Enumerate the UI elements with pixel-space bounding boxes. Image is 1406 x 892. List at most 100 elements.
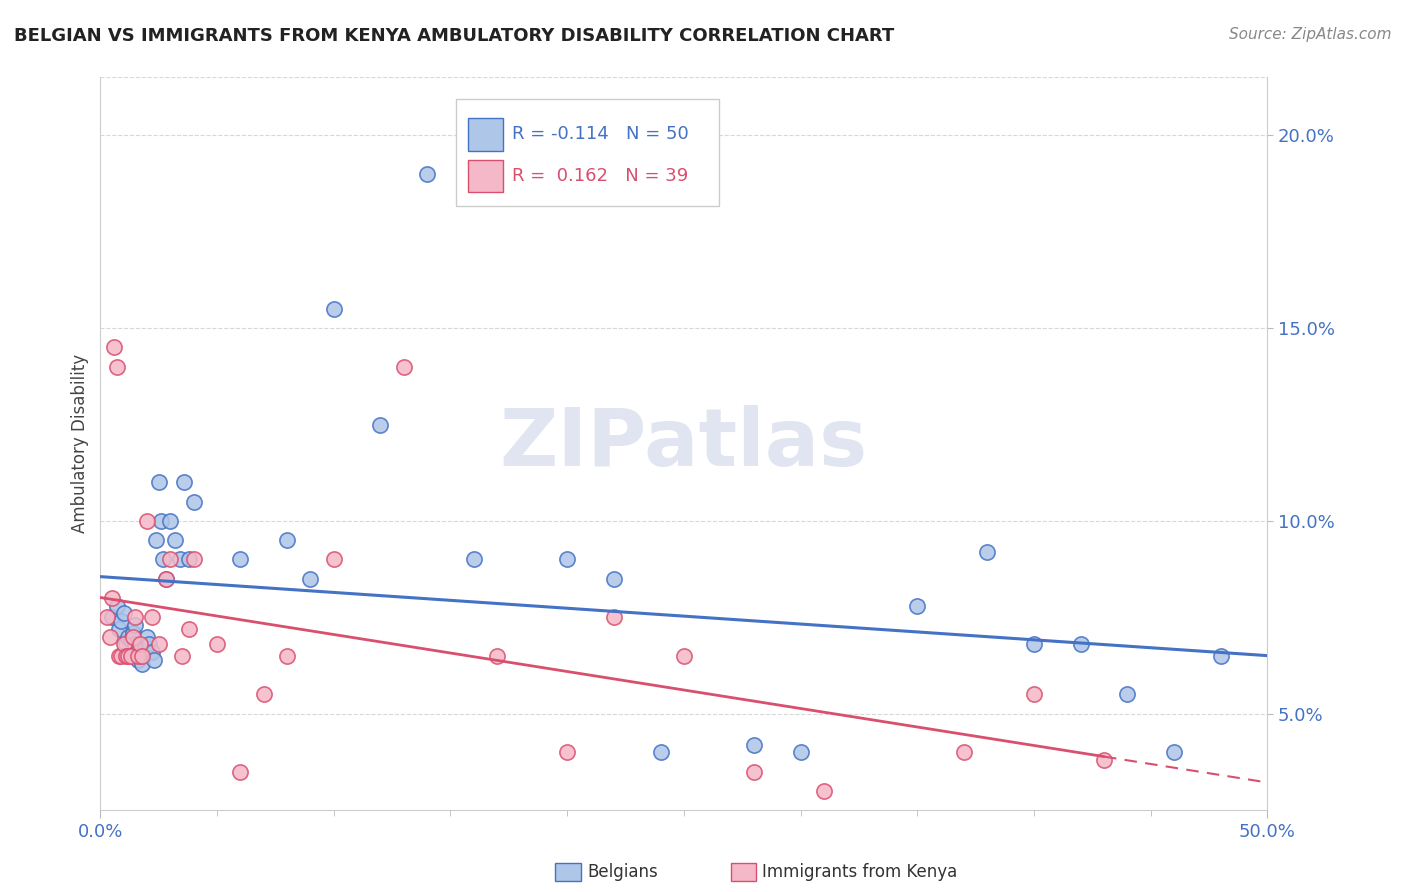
Point (159, 552, 181, 566)
Point (742, 738, 765, 752)
Point (101, 591, 124, 605)
Point (112, 607, 135, 621)
Point (1070, 637, 1092, 651)
Point (136, 630, 159, 644)
Point (183, 494, 205, 508)
Text: ZIPatlas: ZIPatlas (499, 405, 868, 483)
Point (115, 648, 138, 663)
Text: R = -0.114   N = 50: R = -0.114 N = 50 (512, 125, 689, 143)
Point (392, 359, 415, 374)
Point (603, 572, 626, 586)
Point (416, 167, 439, 181)
Point (136, 514, 159, 528)
Point (603, 610, 626, 624)
Point (299, 572, 322, 586)
Point (127, 645, 149, 659)
Text: R =  0.162   N = 39: R = 0.162 N = 39 (512, 168, 689, 186)
Point (98, 630, 121, 644)
Point (159, 514, 181, 528)
Point (129, 637, 152, 651)
Point (742, 764, 765, 779)
Point (148, 475, 170, 490)
Point (152, 552, 174, 566)
Point (122, 630, 145, 644)
Y-axis label: Ambulatory Disability: Ambulatory Disability (72, 354, 89, 533)
Point (124, 637, 146, 651)
Point (1116, 688, 1139, 702)
Point (115, 637, 138, 651)
Point (145, 533, 167, 548)
Point (789, 745, 811, 759)
Point (976, 545, 998, 559)
Point (813, 784, 835, 798)
Point (276, 533, 298, 548)
Text: Belgians: Belgians (588, 863, 658, 881)
Text: Source: ZipAtlas.com: Source: ZipAtlas.com (1229, 27, 1392, 42)
Point (163, 533, 186, 548)
Point (905, 599, 928, 613)
Point (105, 359, 128, 374)
Point (110, 614, 132, 628)
Point (370, 417, 392, 432)
Point (131, 648, 153, 663)
Point (650, 745, 672, 759)
Point (555, 745, 578, 759)
Point (138, 637, 160, 651)
Point (322, 301, 344, 316)
Bar (468, 160, 503, 193)
Point (463, 552, 485, 566)
Point (103, 340, 125, 354)
Point (108, 622, 131, 636)
Point (141, 645, 163, 659)
Point (122, 625, 145, 640)
Point (1092, 753, 1115, 767)
Point (143, 653, 166, 667)
Point (155, 572, 177, 586)
Point (131, 657, 153, 671)
Point (124, 618, 146, 632)
Point (108, 648, 131, 663)
Point (183, 552, 205, 566)
Point (276, 648, 298, 663)
Text: Immigrants from Kenya: Immigrants from Kenya (762, 863, 957, 881)
Point (96, 610, 118, 624)
Point (1022, 688, 1045, 702)
Point (953, 745, 976, 759)
Point (1022, 637, 1045, 651)
Point (101, 610, 124, 624)
Point (170, 648, 193, 663)
Point (253, 688, 276, 702)
Point (129, 648, 152, 663)
Text: BELGIAN VS IMMIGRANTS FROM KENYA AMBULATORY DISABILITY CORRELATION CHART: BELGIAN VS IMMIGRANTS FROM KENYA AMBULAT… (14, 27, 894, 45)
Point (105, 599, 128, 613)
Point (177, 552, 200, 566)
Point (110, 648, 132, 663)
Point (117, 630, 139, 644)
Point (134, 641, 156, 656)
Point (169, 552, 191, 566)
Point (155, 572, 177, 586)
Point (177, 622, 200, 636)
Point (141, 610, 163, 624)
Point (120, 648, 142, 663)
Point (120, 633, 142, 648)
Point (229, 552, 252, 566)
Point (124, 610, 146, 624)
Point (127, 653, 149, 667)
Point (205, 637, 228, 651)
Point (148, 637, 170, 651)
Point (117, 648, 139, 663)
Point (112, 637, 135, 651)
Point (322, 552, 344, 566)
Bar (468, 118, 503, 151)
Point (1209, 648, 1232, 663)
Point (229, 764, 252, 779)
Point (150, 514, 173, 528)
Point (672, 648, 695, 663)
Point (127, 648, 149, 663)
Point (1163, 745, 1185, 759)
Point (555, 552, 578, 566)
Point (486, 648, 509, 663)
Point (173, 475, 195, 490)
FancyBboxPatch shape (457, 99, 718, 206)
